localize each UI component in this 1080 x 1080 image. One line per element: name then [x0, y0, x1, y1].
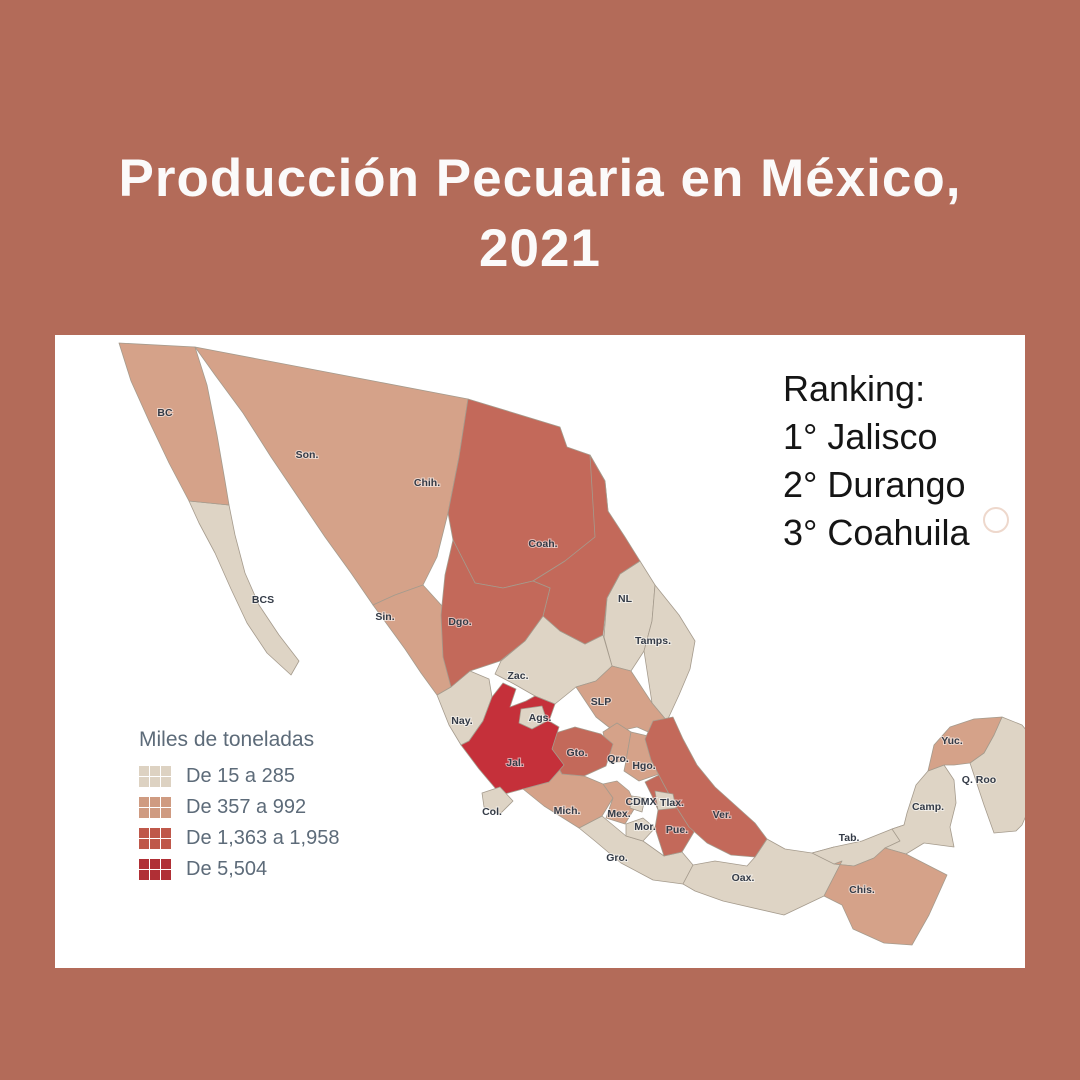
legend-swatch-c1: [139, 766, 171, 787]
state-label-bcs: BCS: [252, 594, 274, 606]
state-ver: [644, 716, 768, 858]
state-label-tab: Tab.: [839, 832, 860, 844]
state-coah: [532, 454, 641, 645]
state-label-ver: Ver.: [713, 809, 732, 821]
state-label-nl: NL: [618, 593, 633, 605]
legend-row-c4: De 5,504: [139, 854, 339, 885]
ranking-item-3: 3° Coahuila: [783, 512, 970, 553]
state-dgo: [440, 539, 551, 688]
legend-label-c3: De 1,363 a 1,958: [186, 827, 340, 849]
map-card: BCS NL Tamps. Zac. Nay. Gro. Oax. Tab. Camp. Q. R…: [55, 335, 1025, 968]
state-label-son: Son.: [296, 449, 319, 461]
state-label-pue: Pue.: [666, 824, 688, 836]
state-bcs: [188, 500, 300, 676]
state-label-mex: Mex.: [607, 808, 630, 820]
state-tlax: [654, 790, 677, 811]
poster-title-line1: Producción Pecuaria en México,: [118, 148, 962, 208]
legend-row-c1: De 15 a 285: [139, 761, 339, 792]
state-yuc: [927, 716, 1003, 772]
state-bc: [118, 342, 230, 506]
state-label-oax: Oax.: [732, 872, 755, 884]
legend-swatch-c3: [139, 828, 171, 849]
map-legend: Miles de toneladas De 15 a 285 De 357 a 9…: [139, 728, 339, 885]
ranking-item-1: 1° Jalisco: [783, 416, 938, 457]
state-label-hgo: Hgo.: [632, 760, 655, 772]
state-ags: [518, 705, 548, 730]
state-label-tlax: Tlax.: [660, 797, 684, 809]
state-oax: [682, 838, 843, 916]
decorative-circle: [983, 507, 1009, 533]
state-label-gto: Gto.: [567, 747, 588, 759]
state-label-slp: SLP: [591, 696, 611, 708]
state-label-mich: Mich.: [554, 805, 581, 817]
legend-swatch-c2: [139, 797, 171, 818]
state-label-dgo: Dgo.: [448, 616, 471, 628]
state-label-sin: Sin.: [375, 611, 394, 623]
state-label-cdmx: CDMX: [626, 796, 657, 808]
state-label-camp: Camp.: [912, 801, 944, 813]
state-label-mor: Mor.: [634, 821, 656, 833]
mexico-map: BCS NL Tamps. Zac. Nay. Gro. Oax. Tab. Camp. Q. R…: [118, 342, 1025, 946]
poster-title-line2: 2021: [479, 218, 601, 278]
state-label-nay: Nay.: [451, 715, 472, 727]
state-col: [481, 786, 514, 815]
state-gro: [578, 815, 694, 885]
poster-title: Producción Pecuaria en México, 2021: [0, 144, 1080, 284]
legend-row-c3: De 1,363 a 1,958: [139, 823, 339, 854]
ranking-panel: Ranking: 1° Jalisco 2° Durango 3° Coahui…: [783, 365, 970, 557]
ranking-heading: Ranking:: [783, 368, 926, 409]
legend-rows: De 15 a 285 De 357 a 992 De 1,363 a 1,958 D…: [139, 761, 339, 885]
legend-title: Miles de toneladas: [139, 728, 315, 751]
state-label-yuc: Yuc.: [941, 735, 963, 747]
state-label-coah: Coah.: [528, 538, 557, 550]
state-label-zac: Zac.: [507, 670, 528, 682]
state-label-gro: Gro.: [606, 852, 628, 864]
state-cdmx: [629, 795, 646, 813]
state-chis: [823, 847, 948, 946]
state-label-col: Col.: [482, 806, 502, 818]
state-mor: [625, 817, 656, 842]
legend-label-c2: De 357 a 992: [186, 796, 307, 818]
state-label-qroo: Q. Roo: [962, 774, 996, 786]
state-label-ags: Ags.: [529, 712, 552, 724]
state-label-chis: Chis.: [849, 884, 875, 896]
state-mex: [602, 780, 637, 825]
state-label-tamps: Tamps.: [635, 635, 671, 647]
ranking-item-2: 2° Durango: [783, 464, 966, 505]
state-label-qro: Qro.: [607, 753, 629, 765]
legend-swatch-c4: [139, 859, 171, 880]
state-label-chih: Chih.: [414, 477, 440, 489]
legend-label-c1: De 15 a 285: [186, 765, 295, 787]
legend-row-c2: De 357 a 992: [139, 792, 339, 823]
state-label-bc: BC: [157, 407, 173, 419]
state-tamps: [643, 584, 696, 722]
legend-label-c4: De 5,504: [186, 858, 268, 880]
state-label-jal: Jal.: [506, 757, 524, 769]
